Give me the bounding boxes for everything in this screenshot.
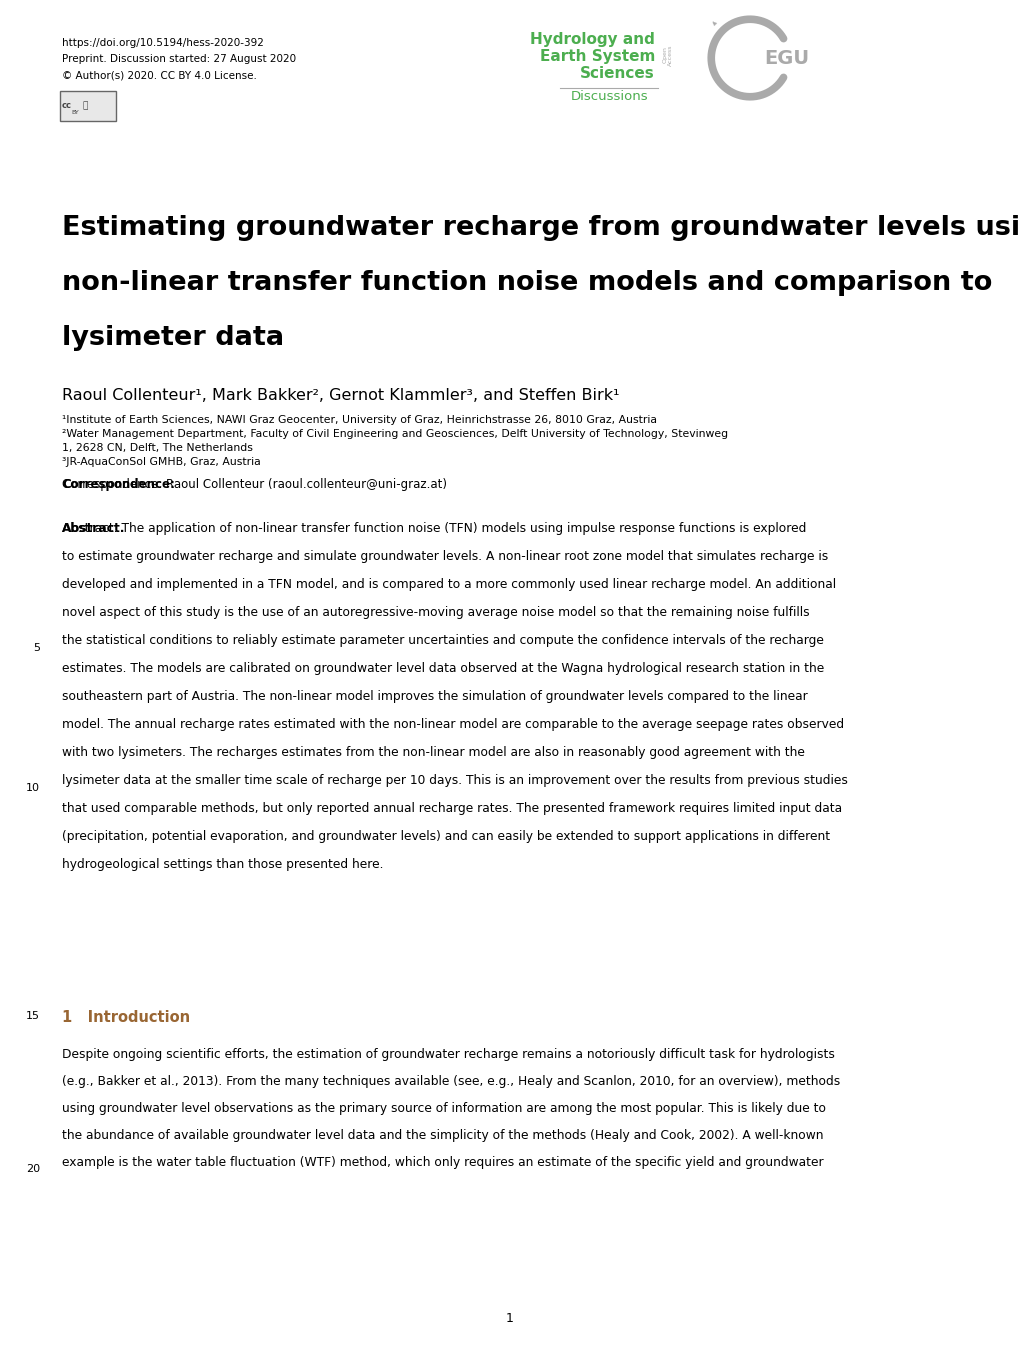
- Text: 20: 20: [25, 1163, 40, 1174]
- Text: Preprint. Discussion started: 27 August 2020: Preprint. Discussion started: 27 August …: [62, 54, 296, 65]
- Text: ▲: ▲: [711, 20, 717, 27]
- Text: with two lysimeters. The recharges estimates from the non-linear model are also : with two lysimeters. The recharges estim…: [62, 746, 804, 759]
- Text: © Author(s) 2020. CC BY 4.0 License.: © Author(s) 2020. CC BY 4.0 License.: [62, 70, 257, 79]
- Text: Despite ongoing scientific efforts, the estimation of groundwater recharge remai: Despite ongoing scientific efforts, the …: [62, 1048, 835, 1061]
- Text: using groundwater level observations as the primary source of information are am: using groundwater level observations as …: [62, 1102, 825, 1115]
- Text: 5: 5: [33, 643, 40, 654]
- Text: EGU: EGU: [763, 48, 808, 67]
- Text: estimates. The models are calibrated on groundwater level data observed at the W: estimates. The models are calibrated on …: [62, 662, 823, 675]
- Text: cc: cc: [62, 101, 72, 110]
- Text: ³JR-AquaConSol GMHB, Graz, Austria: ³JR-AquaConSol GMHB, Graz, Austria: [62, 457, 261, 467]
- Text: Discussions: Discussions: [571, 90, 648, 104]
- Text: ²Water Management Department, Faculty of Civil Engineering and Geosciences, Delf: ²Water Management Department, Faculty of…: [62, 429, 728, 438]
- Text: hydrogeological settings than those presented here.: hydrogeological settings than those pres…: [62, 858, 383, 872]
- Text: ⓘ: ⓘ: [83, 101, 88, 110]
- Text: Correspondence: Raoul Collenteur (raoul.collenteur@uni-graz.at): Correspondence: Raoul Collenteur (raoul.…: [62, 477, 446, 491]
- Text: example is the water table fluctuation (WTF) method, which only requires an esti: example is the water table fluctuation (…: [62, 1155, 822, 1169]
- Text: ¹Institute of Earth Sciences, NAWI Graz Geocenter, University of Graz, Heinrichs: ¹Institute of Earth Sciences, NAWI Graz …: [62, 416, 656, 425]
- Text: https://doi.org/10.5194/hess-2020-392: https://doi.org/10.5194/hess-2020-392: [62, 38, 264, 48]
- Text: (e.g., Bakker et al., 2013). From the many techniques available (see, e.g., Heal: (e.g., Bakker et al., 2013). From the ma…: [62, 1075, 840, 1088]
- Text: Correspondence:: Correspondence:: [62, 477, 174, 491]
- Text: to estimate groundwater recharge and simulate groundwater levels. A non-linear r: to estimate groundwater recharge and sim…: [62, 550, 827, 564]
- Text: Hydrology and: Hydrology and: [530, 32, 654, 47]
- Text: 1   Introduction: 1 Introduction: [62, 1010, 190, 1025]
- Text: the statistical conditions to reliably estimate parameter uncertainties and comp: the statistical conditions to reliably e…: [62, 633, 823, 647]
- Text: 1: 1: [505, 1311, 514, 1325]
- Text: non-linear transfer function noise models and comparison to: non-linear transfer function noise model…: [62, 270, 991, 296]
- Text: Raoul Collenteur¹, Mark Bakker², Gernot Klammler³, and Steffen Birk¹: Raoul Collenteur¹, Mark Bakker², Gernot …: [62, 387, 619, 404]
- Text: Abstract. The application of non-linear transfer function noise (TFN) models usi: Abstract. The application of non-linear …: [62, 522, 806, 535]
- Text: southeastern part of Austria. The non-linear model improves the simulation of gr: southeastern part of Austria. The non-li…: [62, 690, 807, 703]
- Text: model. The annual recharge rates estimated with the non-linear model are compara: model. The annual recharge rates estimat…: [62, 718, 844, 730]
- Text: BY: BY: [71, 110, 78, 116]
- Text: (precipitation, potential evaporation, and groundwater levels) and can easily be: (precipitation, potential evaporation, a…: [62, 830, 829, 843]
- FancyBboxPatch shape: [60, 91, 116, 121]
- Text: Open
Access: Open Access: [662, 44, 673, 66]
- Text: Abstract.: Abstract.: [62, 522, 125, 535]
- Text: lysimeter data: lysimeter data: [62, 325, 284, 351]
- Text: novel aspect of this study is the use of an autoregressive-moving average noise : novel aspect of this study is the use of…: [62, 607, 809, 619]
- Text: 15: 15: [25, 1011, 40, 1021]
- Text: the abundance of available groundwater level data and the simplicity of the meth: the abundance of available groundwater l…: [62, 1128, 822, 1142]
- Text: Sciences: Sciences: [580, 66, 654, 81]
- Text: Estimating groundwater recharge from groundwater levels using: Estimating groundwater recharge from gro…: [62, 215, 1019, 241]
- Text: Earth System: Earth System: [539, 48, 654, 65]
- Text: 1, 2628 CN, Delft, The Netherlands: 1, 2628 CN, Delft, The Netherlands: [62, 443, 253, 453]
- Text: that used comparable methods, but only reported annual recharge rates. The prese: that used comparable methods, but only r…: [62, 802, 842, 815]
- Text: developed and implemented in a TFN model, and is compared to a more commonly use: developed and implemented in a TFN model…: [62, 578, 836, 590]
- Text: 10: 10: [25, 783, 40, 794]
- Text: lysimeter data at the smaller time scale of recharge per 10 days. This is an imp: lysimeter data at the smaller time scale…: [62, 773, 847, 787]
